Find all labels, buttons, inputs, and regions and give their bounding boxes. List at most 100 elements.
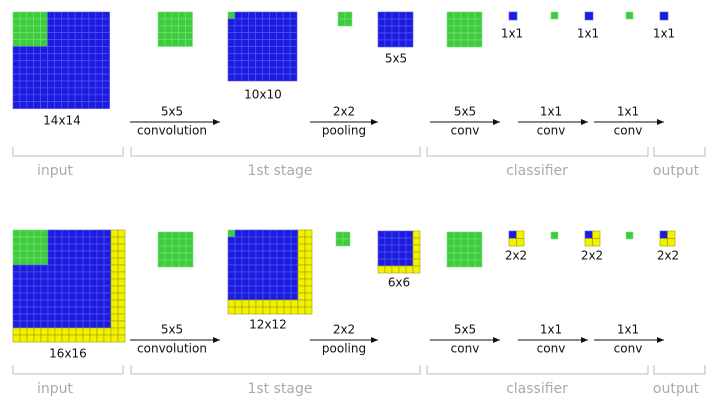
grid-cell bbox=[67, 59, 76, 68]
grid-cell bbox=[95, 94, 104, 103]
grid-cell bbox=[12, 32, 21, 40]
grid-cell bbox=[467, 25, 476, 34]
grid-cell bbox=[248, 46, 256, 54]
grid-cell bbox=[102, 59, 110, 68]
grid-cell bbox=[26, 236, 35, 245]
grid-cell bbox=[289, 53, 298, 61]
grid-cell bbox=[12, 87, 21, 96]
grid-cell bbox=[12, 271, 21, 280]
stage-bracket bbox=[653, 147, 706, 157]
grid-cell bbox=[297, 299, 306, 308]
grid-cell bbox=[283, 299, 292, 308]
grid-cell bbox=[102, 73, 110, 82]
grid-cell bbox=[227, 278, 236, 287]
grid-cell bbox=[227, 236, 236, 245]
grid-cell bbox=[262, 250, 271, 259]
grid-cell bbox=[67, 94, 76, 103]
grid-cell bbox=[54, 18, 62, 27]
grid-cell bbox=[26, 18, 34, 27]
grid-cell bbox=[508, 238, 517, 247]
grid-cell bbox=[405, 237, 414, 246]
grid-cell bbox=[269, 306, 278, 315]
grid-cell bbox=[81, 94, 90, 103]
grid-cell bbox=[54, 236, 63, 245]
grid-cell bbox=[290, 292, 299, 301]
grid-cell bbox=[12, 94, 21, 103]
grid-cell bbox=[283, 292, 292, 301]
grid-cell bbox=[26, 66, 34, 75]
grid-cell bbox=[117, 306, 126, 315]
grid-cell bbox=[255, 66, 263, 75]
grid-cell bbox=[67, 53, 76, 61]
grid-cell bbox=[81, 25, 90, 33]
grid-cell bbox=[96, 292, 105, 301]
op-name: conv bbox=[451, 124, 480, 138]
grid-cell bbox=[234, 59, 243, 68]
grid-cell bbox=[19, 243, 28, 252]
grid-cell bbox=[227, 73, 236, 82]
grid-cell bbox=[282, 53, 291, 61]
grid-cell bbox=[67, 32, 76, 40]
grid-cell bbox=[290, 285, 299, 294]
grid-cell bbox=[283, 264, 292, 273]
grid-cell bbox=[275, 59, 284, 68]
grid-cell bbox=[377, 32, 386, 41]
grid-cell bbox=[40, 25, 48, 33]
grid-cell bbox=[269, 73, 277, 82]
grid-cell bbox=[234, 66, 243, 75]
grid-cell bbox=[88, 18, 97, 27]
grid-cell bbox=[54, 87, 62, 96]
grid-cell bbox=[110, 320, 119, 329]
grid-cell bbox=[227, 271, 236, 280]
grid-cell bbox=[405, 251, 414, 260]
grid-cell bbox=[40, 264, 49, 273]
grid-cell bbox=[26, 87, 34, 96]
grid-cell bbox=[282, 11, 291, 20]
grid-cell bbox=[12, 73, 21, 82]
grid-cell bbox=[262, 66, 270, 75]
grid-cell bbox=[171, 231, 180, 240]
grid-cell bbox=[26, 94, 34, 103]
grid-cell bbox=[110, 236, 119, 245]
grid-cell bbox=[405, 11, 414, 20]
grid-cell bbox=[157, 32, 166, 40]
grid-cell bbox=[241, 59, 250, 68]
grid-cell bbox=[269, 257, 278, 266]
grid-cell bbox=[289, 66, 298, 75]
grid-cell bbox=[40, 306, 49, 315]
grid-cell bbox=[88, 25, 97, 33]
grid-cell bbox=[88, 66, 97, 75]
grid-cell bbox=[377, 251, 386, 260]
grid-cell bbox=[96, 264, 105, 273]
grid-cell bbox=[96, 278, 105, 287]
grid-cell bbox=[40, 32, 48, 40]
grid-cell bbox=[75, 271, 84, 280]
grid-cell bbox=[625, 11, 634, 20]
grid-cell bbox=[33, 73, 41, 82]
grid-cell bbox=[157, 11, 166, 20]
grid-cell bbox=[19, 25, 28, 33]
grid-cell bbox=[241, 32, 250, 40]
op-name: conv bbox=[614, 342, 643, 356]
grid bbox=[227, 229, 313, 315]
grid-cell bbox=[26, 292, 35, 301]
grid-cell bbox=[248, 18, 256, 27]
grid-cell bbox=[227, 11, 236, 20]
grid-cell bbox=[446, 231, 455, 240]
grid-cell bbox=[269, 25, 277, 33]
stage-bracket bbox=[130, 365, 421, 375]
grid-cell bbox=[102, 80, 110, 89]
grid-cell bbox=[19, 334, 28, 343]
grid-cell bbox=[241, 278, 250, 287]
grid-cell bbox=[110, 257, 119, 266]
grid-cell bbox=[262, 53, 270, 61]
grid-cell bbox=[255, 306, 264, 315]
grid-cell bbox=[344, 18, 353, 27]
grid bbox=[377, 230, 421, 274]
grid-cell bbox=[103, 229, 112, 238]
grid-cell bbox=[19, 80, 28, 89]
input-size: 14x14 bbox=[43, 114, 81, 128]
grid-cell bbox=[95, 73, 104, 82]
grid-cell bbox=[289, 59, 298, 68]
grid-cell bbox=[40, 59, 48, 68]
